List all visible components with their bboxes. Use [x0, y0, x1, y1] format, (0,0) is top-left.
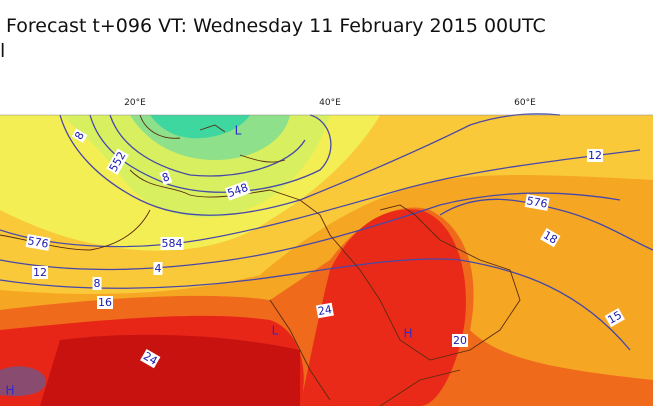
contour-label: 584 [162, 237, 183, 250]
pressure-center: H [5, 384, 14, 398]
contour-label-box [604, 307, 625, 328]
contour [0, 192, 621, 271]
contour-label: 15 [605, 308, 624, 326]
contour [0, 149, 641, 248]
contour-label-box [71, 128, 88, 143]
contour [439, 198, 653, 251]
contour [109, 114, 306, 177]
contour-label-box [25, 234, 51, 251]
contour-label-box [92, 277, 102, 290]
contour-label-box [524, 194, 550, 211]
contour-label-box [159, 169, 173, 186]
contour-label-box [140, 348, 161, 369]
longitude-label: 20°E [124, 98, 146, 108]
contour-label: 16 [98, 296, 112, 309]
contour-label-box [224, 180, 251, 201]
subtitle: l [0, 40, 5, 62]
pressure-center: L [272, 324, 279, 338]
contour-label: 24 [141, 349, 160, 367]
contour-label-box [540, 227, 561, 248]
contour-label: 12 [33, 266, 47, 279]
contour-label: 4 [155, 262, 162, 275]
contour-label: 576 [526, 194, 549, 210]
pressure-center: L [235, 124, 242, 138]
map [0, 113, 653, 406]
contour-label: 18 [541, 228, 560, 246]
coastline [269, 299, 461, 406]
contour-label-box [587, 149, 603, 162]
contour-label-box [106, 148, 129, 175]
contour-label: 20 [453, 334, 467, 347]
field-blue [0, 366, 46, 397]
contour-label: 576 [27, 234, 50, 250]
contour-label-box [97, 296, 113, 309]
coastline [139, 114, 226, 139]
contour-label-box [153, 262, 163, 275]
contour-label: 8 [94, 277, 101, 290]
pressure-center: H [403, 327, 412, 341]
coastline [0, 154, 286, 251]
title: Forecast t+096 VT: Wednesday 11 February… [6, 15, 546, 37]
contour-label-box [315, 302, 334, 319]
contour-label: 8 [160, 170, 171, 185]
contour-label-box [452, 334, 468, 347]
field-dark-red [40, 334, 300, 406]
contour-label: 24 [317, 303, 333, 318]
longitude-label: 40°E [319, 98, 341, 108]
contour-label-box [32, 266, 48, 279]
field-teal [150, 115, 250, 139]
longitude-label: 60°E [514, 98, 536, 108]
contour-label: 12 [588, 149, 602, 162]
contour-label-box [160, 237, 184, 250]
